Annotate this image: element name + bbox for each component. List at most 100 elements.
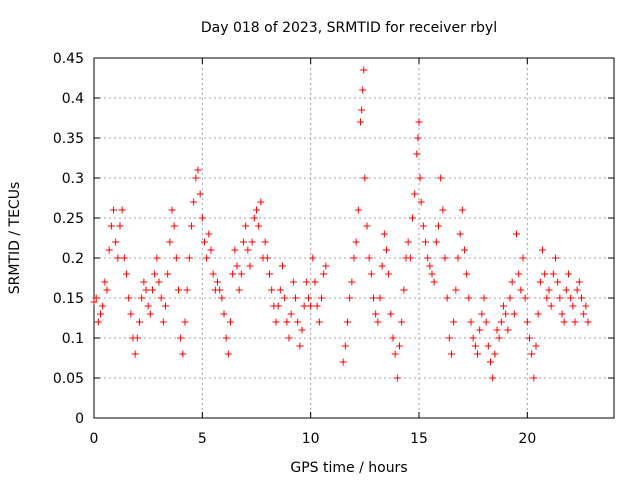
data-point bbox=[183, 286, 191, 294]
data-point bbox=[289, 278, 297, 286]
data-point bbox=[469, 334, 477, 342]
data-point bbox=[198, 214, 206, 222]
data-point bbox=[300, 302, 308, 310]
data-point bbox=[549, 270, 557, 278]
data-point bbox=[547, 302, 555, 310]
data-point bbox=[497, 318, 505, 326]
data-point bbox=[105, 246, 113, 254]
data-point bbox=[461, 246, 468, 254]
data-point bbox=[513, 230, 520, 238]
data-point bbox=[478, 310, 486, 318]
data-point bbox=[380, 230, 388, 238]
data-point bbox=[575, 278, 583, 286]
data-point bbox=[218, 294, 226, 302]
data-point bbox=[216, 286, 224, 294]
data-point bbox=[103, 286, 111, 294]
data-point bbox=[415, 118, 423, 126]
data-point bbox=[456, 230, 464, 238]
data-point bbox=[283, 318, 291, 326]
data-point bbox=[445, 334, 453, 342]
data-point bbox=[493, 326, 501, 334]
data-point bbox=[350, 254, 358, 262]
data-point bbox=[409, 214, 416, 222]
data-point bbox=[584, 318, 592, 326]
data-point bbox=[552, 254, 559, 262]
data-point bbox=[463, 270, 471, 278]
data-point bbox=[543, 294, 551, 302]
data-point bbox=[253, 206, 260, 214]
data-point bbox=[101, 278, 109, 286]
data-point bbox=[315, 318, 323, 326]
data-point bbox=[508, 278, 516, 286]
data-point bbox=[268, 286, 276, 294]
data-point bbox=[534, 310, 542, 318]
data-point bbox=[413, 150, 421, 158]
data-point bbox=[196, 190, 204, 198]
data-point bbox=[452, 286, 460, 294]
x-tick-label: 15 bbox=[410, 431, 428, 447]
data-point bbox=[153, 254, 161, 262]
data-point bbox=[428, 270, 436, 278]
data-point bbox=[536, 278, 544, 286]
data-point bbox=[357, 118, 364, 126]
data-point bbox=[363, 222, 371, 230]
x-tick-label: 20 bbox=[518, 431, 536, 447]
data-point bbox=[298, 326, 306, 334]
data-point bbox=[207, 246, 215, 254]
x-tick-label: 0 bbox=[90, 431, 99, 447]
data-point bbox=[365, 254, 373, 262]
data-point bbox=[292, 294, 299, 302]
data-point bbox=[500, 302, 507, 310]
data-point bbox=[354, 206, 362, 214]
data-point bbox=[376, 294, 384, 302]
data-point bbox=[272, 318, 280, 326]
data-point bbox=[528, 350, 536, 358]
y-tick-label: 0.3 bbox=[62, 171, 84, 187]
data-point bbox=[419, 222, 427, 230]
data-point bbox=[166, 238, 174, 246]
data-point bbox=[562, 286, 570, 294]
data-point bbox=[387, 310, 395, 318]
data-point bbox=[558, 310, 566, 318]
data-point bbox=[521, 294, 529, 302]
data-point bbox=[439, 206, 447, 214]
data-point bbox=[287, 310, 295, 318]
data-point bbox=[359, 86, 367, 94]
data-point bbox=[567, 294, 575, 302]
y-tick-label: 0.25 bbox=[53, 211, 84, 227]
data-point bbox=[177, 334, 185, 342]
data-point bbox=[532, 342, 540, 350]
data-point bbox=[398, 318, 406, 326]
data-point bbox=[484, 342, 492, 350]
data-points bbox=[90, 66, 592, 382]
data-point bbox=[545, 286, 553, 294]
data-point bbox=[99, 302, 107, 310]
data-point bbox=[556, 294, 564, 302]
data-point bbox=[573, 286, 581, 294]
data-point bbox=[281, 294, 289, 302]
data-point bbox=[274, 302, 282, 310]
data-point bbox=[90, 298, 98, 306]
y-tick-label: 0 bbox=[75, 411, 84, 427]
x-axis-title: GPS time / hours bbox=[290, 460, 407, 476]
data-point bbox=[510, 310, 518, 318]
data-point bbox=[391, 350, 399, 358]
data-point bbox=[257, 198, 265, 206]
data-point bbox=[487, 358, 494, 366]
data-point bbox=[94, 318, 102, 326]
data-point bbox=[261, 238, 269, 246]
data-point bbox=[276, 286, 284, 294]
data-point bbox=[255, 222, 263, 230]
data-point bbox=[406, 254, 414, 262]
data-point bbox=[435, 222, 442, 230]
y-tick-label: 0.15 bbox=[53, 291, 84, 307]
data-point bbox=[188, 222, 195, 230]
data-point bbox=[448, 350, 455, 358]
data-point bbox=[151, 270, 159, 278]
plot-frame bbox=[93, 57, 615, 419]
data-point bbox=[430, 278, 438, 286]
data-point bbox=[136, 318, 143, 326]
data-point bbox=[229, 270, 237, 278]
data-point bbox=[97, 310, 104, 318]
